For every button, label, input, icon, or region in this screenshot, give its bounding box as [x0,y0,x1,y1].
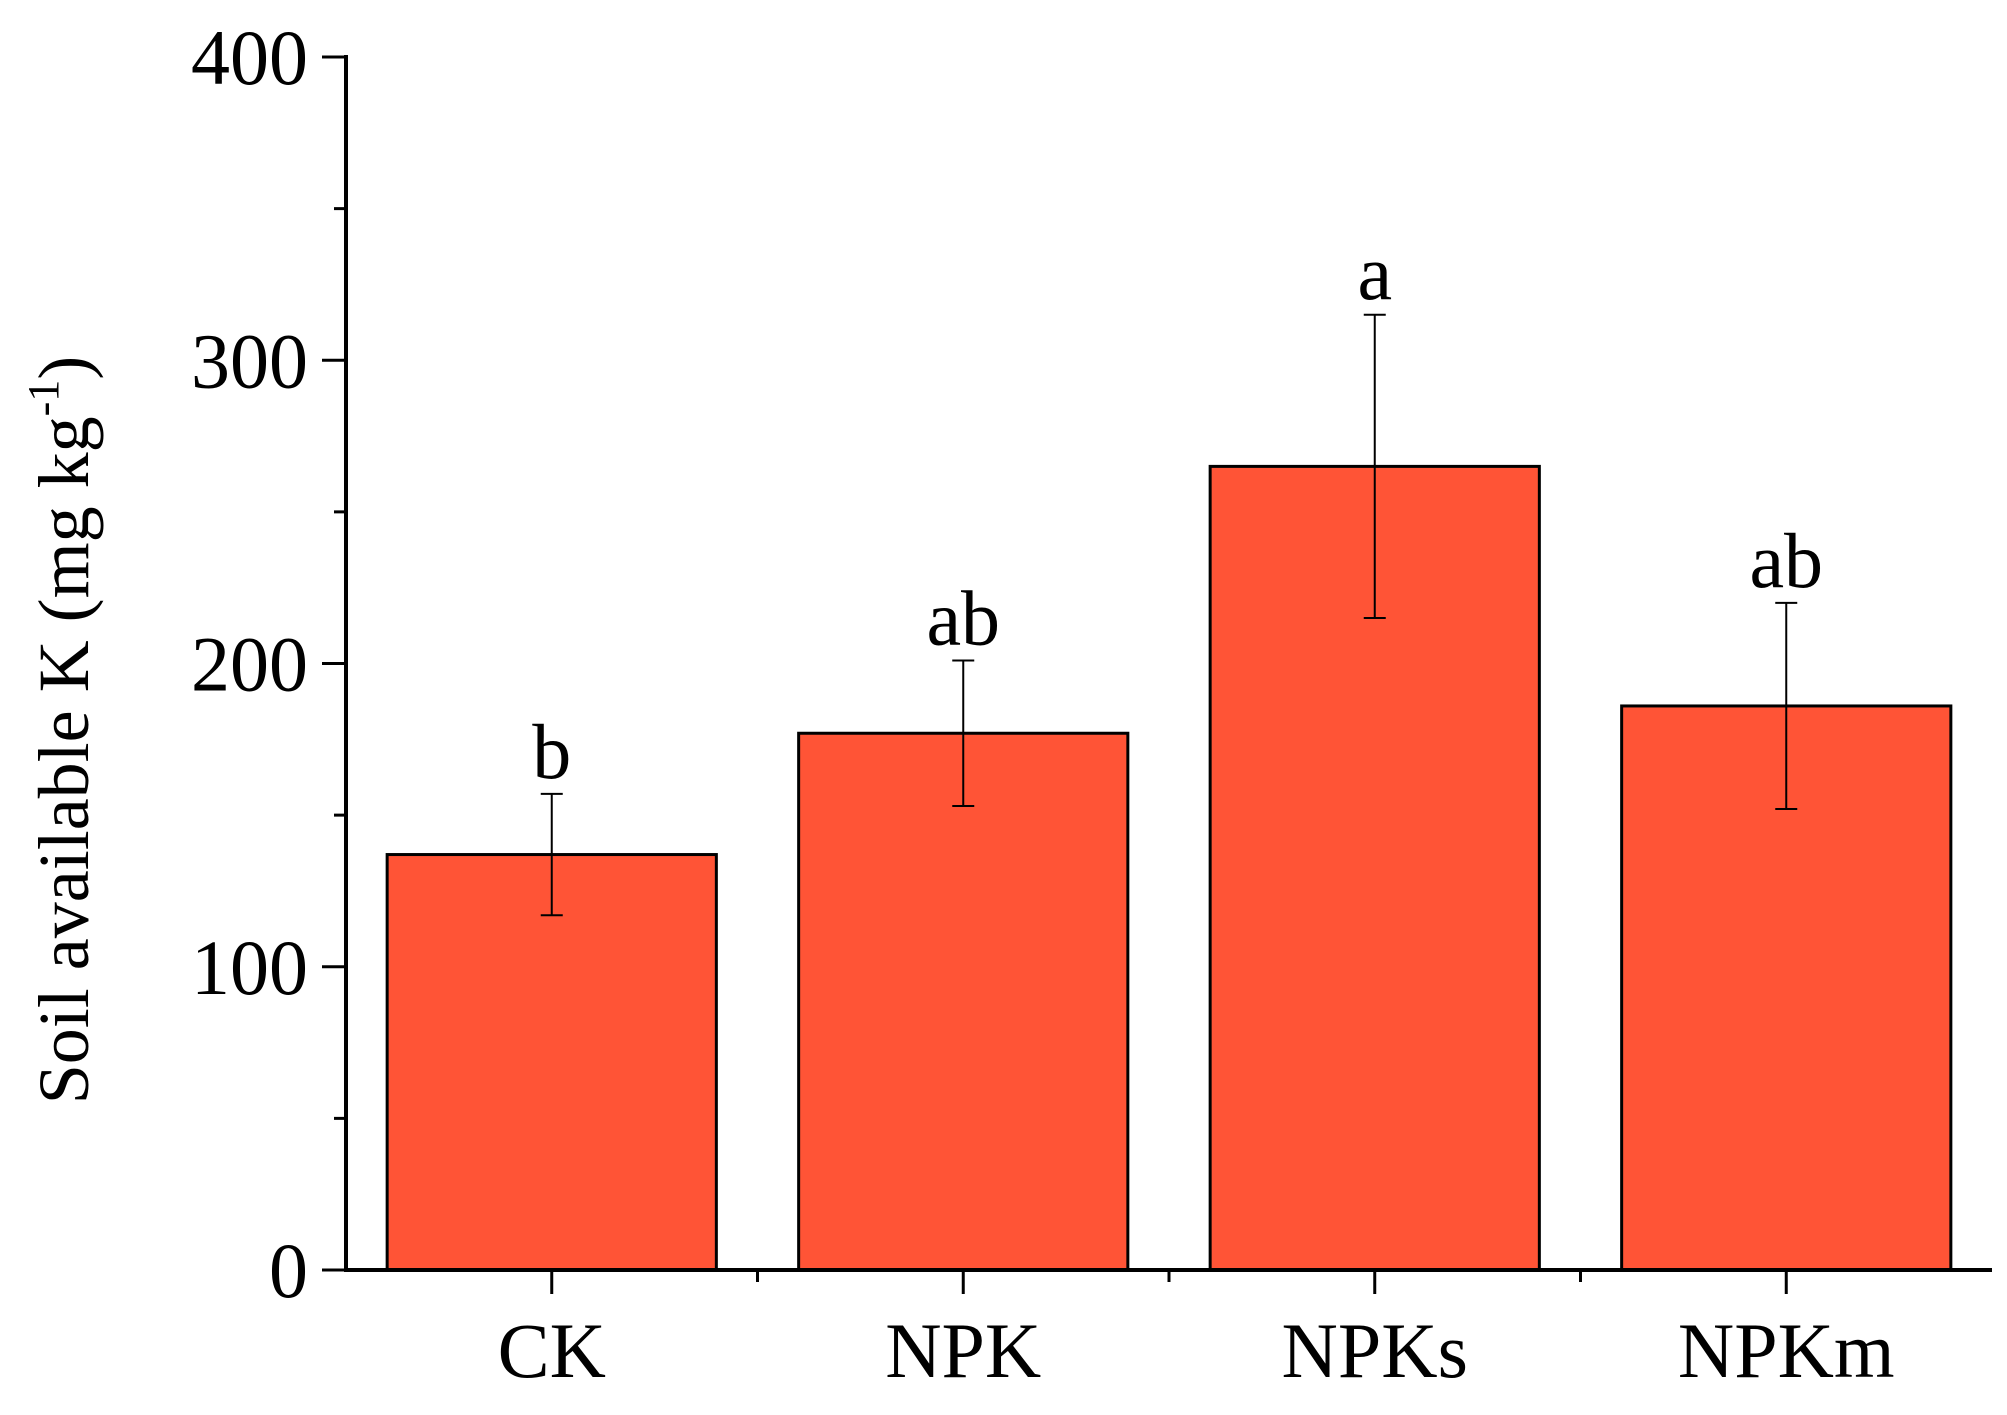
x-tick-label-ck: CK [498,1307,606,1394]
bar-npk [797,731,1130,1272]
y-axis-label-superscript: -1 [19,380,68,417]
significance-label-npkm: ab [1749,517,1823,604]
y-axis-label: Soil available K (mg kg-1) [19,356,104,1105]
bar-ck [385,853,718,1272]
axes-layer [322,55,1992,1294]
labels-layer: b CK ab NPK a NPKs ab NPKm 0 100 200 300 400 [191,14,1895,1394]
x-tick-label-npkm: NPKm [1678,1307,1895,1394]
bars-layer [385,464,1953,1272]
significance-label-npk: ab [926,574,1000,661]
y-tick-label-0: 0 [269,1227,308,1314]
y-tick-label-100: 100 [191,924,308,1011]
y-tick-label-400: 400 [191,14,308,101]
y-axis-label-main: Soil available K (mg kg [24,416,104,1104]
y-tick-label-300: 300 [191,317,308,404]
error-bars-layer [540,313,1798,917]
significance-label-ck: b [532,708,571,795]
significance-label-npks: a [1357,229,1392,316]
x-tick-label-npks: NPKs [1282,1307,1468,1394]
x-tick-label-npk: NPK [885,1307,1041,1394]
y-tick-label-200: 200 [191,621,308,708]
y-axis-label-close: ) [24,356,104,380]
